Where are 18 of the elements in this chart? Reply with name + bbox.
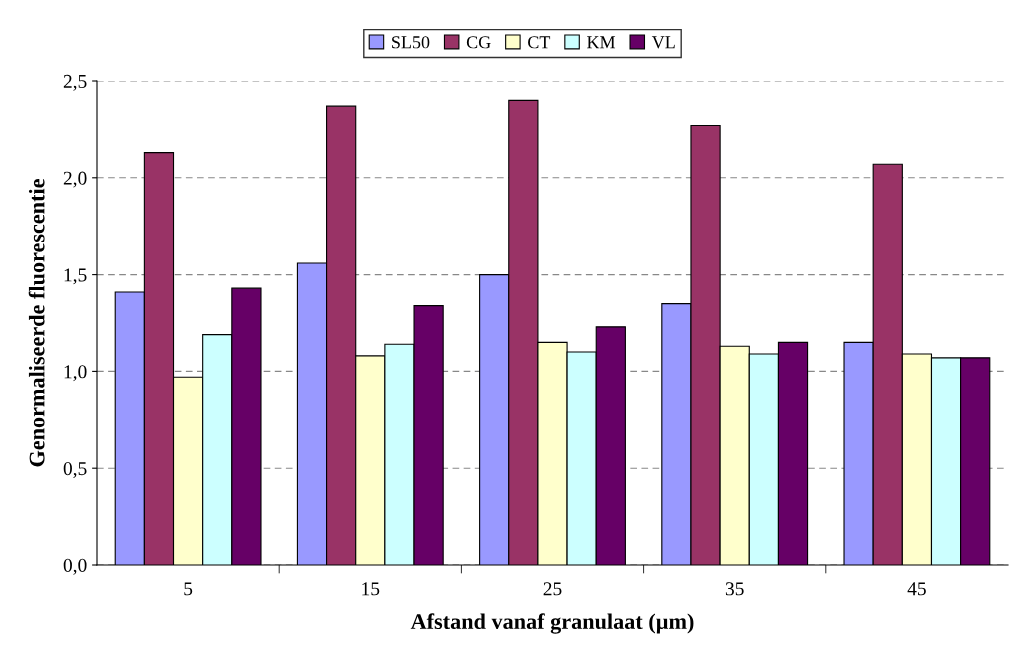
y-tick-label: 0,5 xyxy=(63,462,87,478)
legend-label: KM xyxy=(587,36,616,49)
y-tick-label: 0,0 xyxy=(63,558,87,575)
x-tick-label: 25 xyxy=(543,582,562,596)
x-tick-label: 15 xyxy=(362,582,380,596)
x-axis-title: Afstand vanaf granulaat (µm) xyxy=(410,613,694,634)
x-tick-label: 35 xyxy=(725,582,744,596)
y-tick-label: 2,5 xyxy=(63,74,87,91)
y-tick-label: 1,0 xyxy=(64,365,87,382)
legend-label: CG xyxy=(466,36,491,49)
legend-label: SL50 xyxy=(392,36,430,49)
legend-label: CT xyxy=(528,36,551,49)
y-axis-title: Genormaliseerde fluorescentie xyxy=(28,179,45,467)
x-tick-label: 45 xyxy=(907,582,926,596)
y-tick-label: 1,5 xyxy=(64,268,87,285)
legend-label: VL xyxy=(651,36,675,49)
y-tick-label: 2,0 xyxy=(63,171,87,188)
x-tick-label: 5 xyxy=(184,582,193,596)
